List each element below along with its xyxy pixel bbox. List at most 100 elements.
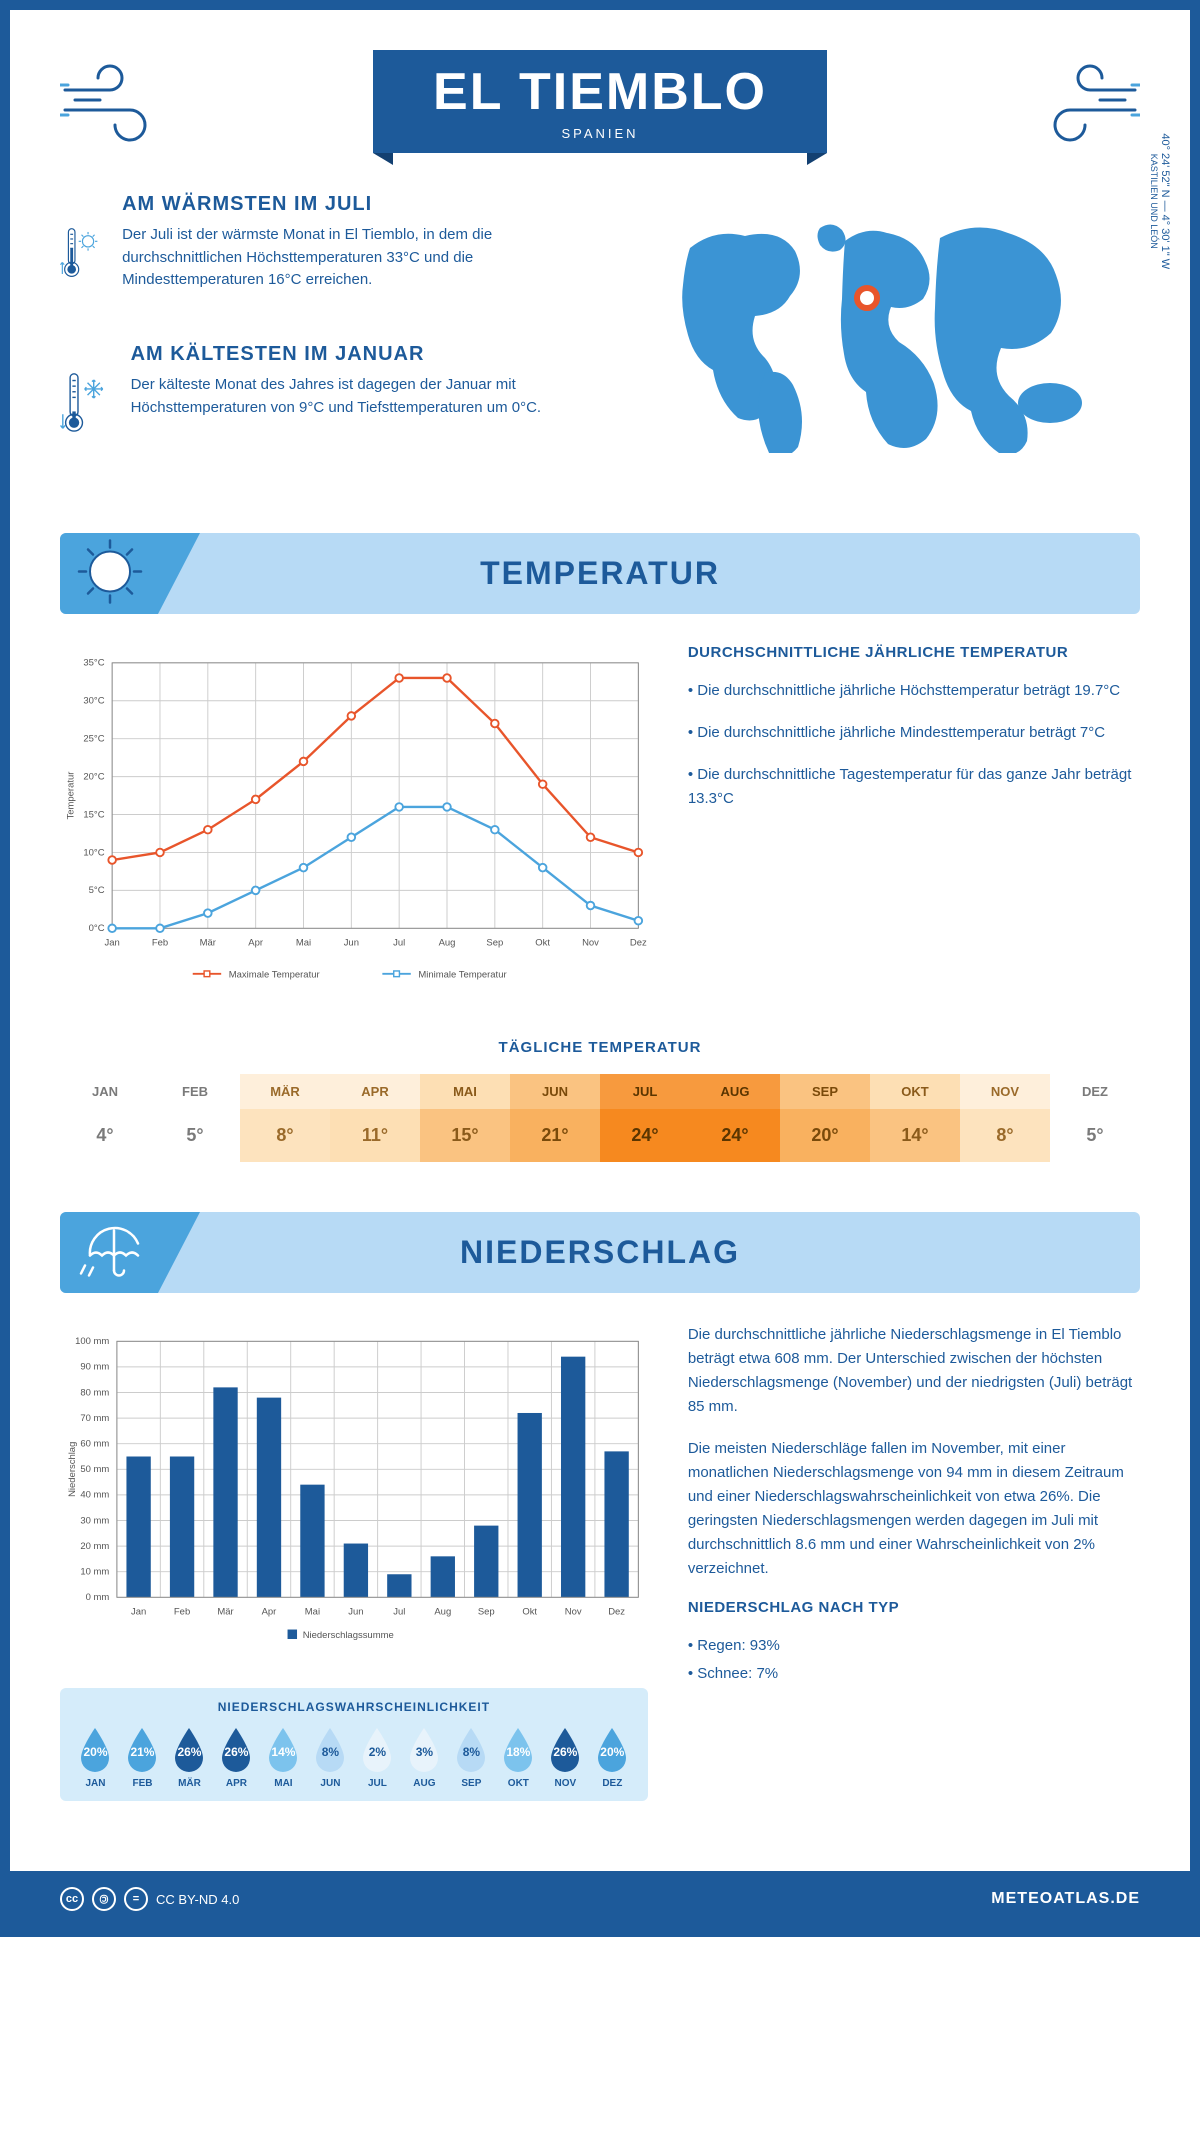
umbrella-icon [75,1215,145,1290]
svg-text:Jun: Jun [344,937,359,948]
probability-box: NIEDERSCHLAGSWAHRSCHEINLICHKEIT 20%JAN21… [60,1688,648,1801]
temp-bullet: • Die durchschnittliche Tagestemperatur … [688,763,1140,811]
daily-cell: AUG24° [690,1074,780,1162]
svg-text:100 mm: 100 mm [75,1336,109,1347]
svg-text:70 mm: 70 mm [80,1413,109,1424]
svg-text:30°C: 30°C [83,696,104,707]
cc-icon: cc [60,1887,84,1911]
svg-text:Okt: Okt [522,1606,537,1617]
svg-text:25°C: 25°C [83,734,104,745]
precip-type1: • Regen: 93% [688,1634,1140,1658]
svg-text:Mär: Mär [200,937,216,948]
prob-cell: 26%NOV [542,1724,589,1789]
svg-text:Minimale Temperatur: Minimale Temperatur [418,970,506,981]
prob-cell: 20%DEZ [589,1724,636,1789]
svg-text:Mai: Mai [305,1606,320,1617]
svg-text:5°C: 5°C [89,885,105,896]
prob-cell: 14%MAI [260,1724,307,1789]
precip-para2: Die meisten Niederschläge fallen im Nove… [688,1437,1140,1581]
nd-icon: = [124,1887,148,1911]
coldest-heading: AM KÄLTESTEN IM JANUAR [131,343,580,366]
temp-title: TEMPERATUR [90,555,1110,592]
svg-text:Nov: Nov [565,1606,582,1617]
daily-cell: APR11° [330,1074,420,1162]
svg-text:Mär: Mär [217,1606,233,1617]
svg-text:30 mm: 30 mm [80,1515,109,1526]
svg-text:Mai: Mai [296,937,311,948]
svg-text:35°C: 35°C [83,658,104,669]
by-icon: 🄯 [92,1887,116,1911]
svg-text:Aug: Aug [434,1606,451,1617]
svg-text:0°C: 0°C [89,923,105,934]
coordinates: 40° 24' 52" N — 4° 30' 1" W KASTILIEN UN… [1149,133,1171,269]
prob-cell: 26%MÄR [166,1724,213,1789]
svg-text:Dez: Dez [630,937,647,948]
prob-cell: 3%AUG [401,1724,448,1789]
daily-cell: OKT14° [870,1074,960,1162]
coldest-text: Der kälteste Monat des Jahres ist dagege… [131,374,580,419]
page-title: EL TIEMBLO [433,62,767,122]
prob-cell: 2%JUL [354,1724,401,1789]
svg-text:50 mm: 50 mm [80,1464,109,1475]
daily-cell: FEB5° [150,1074,240,1162]
svg-text:15°C: 15°C [83,809,104,820]
prob-cell: 21%FEB [119,1724,166,1789]
wind-icon [60,60,170,155]
sun-icon [75,536,145,611]
precipitation-section-header: NIEDERSCHLAG [60,1212,1140,1293]
temperature-line-chart: 0°C 5°C 10°C 15°C 20°C 25°C 30°C 35°C Jan Feb Mär A… [60,644,648,1004]
svg-text:Jan: Jan [105,937,120,948]
svg-text:20°C: 20°C [83,771,104,782]
svg-text:20 mm: 20 mm [80,1541,109,1552]
svg-text:Temperatur: Temperatur [65,772,76,820]
svg-text:Apr: Apr [248,937,263,948]
svg-text:10°C: 10°C [83,847,104,858]
svg-text:40 mm: 40 mm [80,1490,109,1501]
svg-text:Okt: Okt [535,937,550,948]
warmest-info: AM WÄRMSTEN IM JULI Der Juli ist der wär… [60,193,580,313]
footer: cc 🄯 = CC BY-ND 4.0 METEOATLAS.DE [10,1871,1190,1927]
license-text: CC BY-ND 4.0 [156,1892,239,1907]
precip-para1: Die durchschnittliche jährliche Niedersc… [688,1323,1140,1419]
daily-cell: JUL24° [600,1074,690,1162]
wind-icon [1030,60,1140,155]
prob-cell: 18%OKT [495,1724,542,1789]
svg-text:Maximale Temperatur: Maximale Temperatur [229,970,320,981]
thermometer-snow-icon [60,343,111,463]
prob-cell: 26%APR [213,1724,260,1789]
thermometer-sun-icon [60,193,102,313]
precip-type2: • Schnee: 7% [688,1662,1140,1686]
daily-cell: JAN4° [60,1074,150,1162]
daily-cell: NOV8° [960,1074,1050,1162]
temp-desc-heading: DURCHSCHNITTLICHE JÄHRLICHE TEMPERATUR [688,644,1140,661]
daily-cell: DEZ5° [1050,1074,1140,1162]
precip-type-heading: NIEDERSCHLAG NACH TYP [688,1599,1140,1616]
svg-text:Sep: Sep [486,937,503,948]
svg-text:90 mm: 90 mm [80,1362,109,1373]
daily-cell: JUN21° [510,1074,600,1162]
svg-text:Jan: Jan [131,1606,146,1617]
svg-text:Nov: Nov [582,937,599,948]
daily-temp-table: JAN4°FEB5°MÄR8°APR11°MAI15°JUN21°JUL24°A… [60,1074,1140,1162]
svg-text:10 mm: 10 mm [80,1567,109,1578]
site-name: METEOATLAS.DE [991,1890,1140,1908]
coldest-info: AM KÄLTESTEN IM JANUAR Der kälteste Mona… [60,343,580,463]
svg-text:Sep: Sep [478,1606,495,1617]
svg-text:Jul: Jul [393,1606,405,1617]
daily-cell: MÄR8° [240,1074,330,1162]
svg-text:Feb: Feb [152,937,168,948]
warmest-heading: AM WÄRMSTEN IM JULI [122,193,580,216]
svg-text:Dez: Dez [608,1606,625,1617]
prob-cell: 8%JUN [307,1724,354,1789]
svg-text:Apr: Apr [262,1606,277,1617]
svg-text:Niederschlag: Niederschlag [67,1442,78,1497]
precip-title: NIEDERSCHLAG [90,1234,1110,1271]
temperature-section-header: TEMPERATUR [60,533,1140,614]
title-banner: EL TIEMBLO SPANIEN [373,50,827,153]
temp-bullet: • Die durchschnittliche jährliche Höchst… [688,679,1140,703]
svg-text:80 mm: 80 mm [80,1387,109,1398]
svg-text:0 mm: 0 mm [86,1592,110,1603]
warmest-text: Der Juli ist der wärmste Monat in El Tie… [122,224,580,292]
svg-text:Jun: Jun [348,1606,363,1617]
world-map: 40° 24' 52" N — 4° 30' 1" W KASTILIEN UN… [620,193,1140,458]
